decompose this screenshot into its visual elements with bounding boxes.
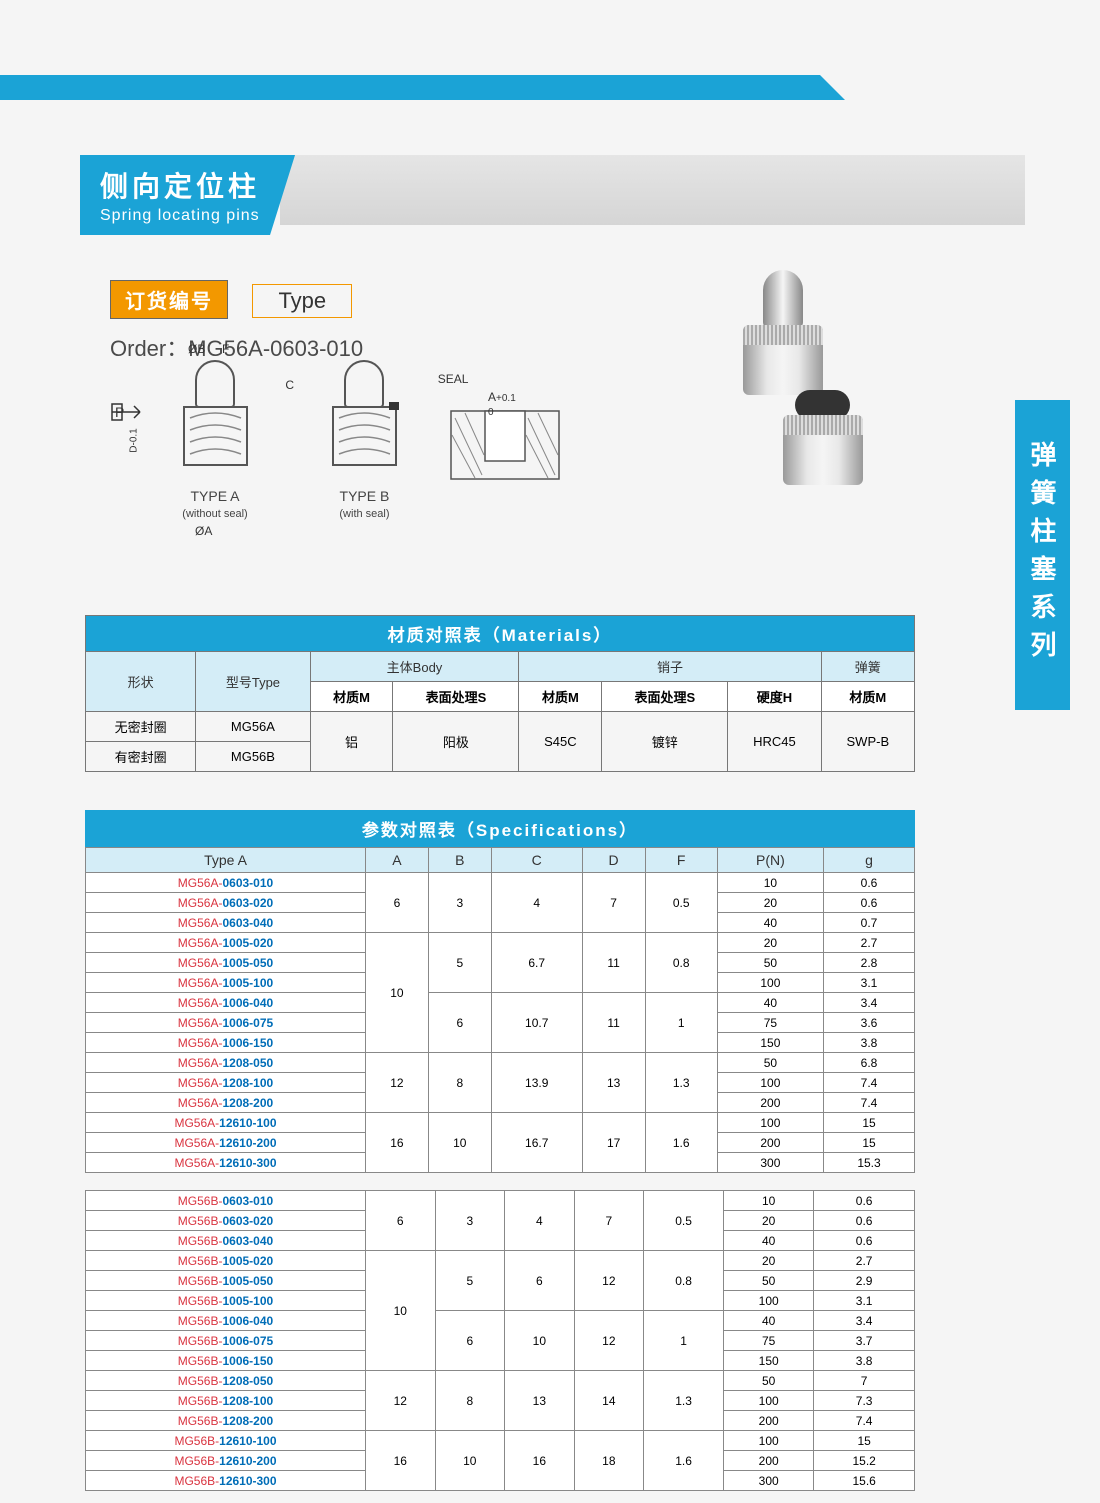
typeb-caption: TYPE B xyxy=(340,488,390,504)
part-number: MG56B-1005-100 xyxy=(86,1291,366,1311)
spec-col: P(N) xyxy=(717,848,823,873)
spec-row: MG56A-1208-05012813.9131.3506.8 xyxy=(86,1053,915,1073)
material-row: 无密封圈 MG56A 铝 阳极 S45C 镀锌 HRC45 SWP-B xyxy=(86,712,915,742)
part-number: MG56A-1006-040 xyxy=(86,993,366,1013)
type-a-header: Type A xyxy=(86,848,366,873)
spec-row: MG56B-1005-0201056120.8202.7 xyxy=(86,1251,915,1271)
specs-section-b: MG56B-0603-01063470.5100.6MG56B-0603-020… xyxy=(85,1190,915,1491)
part-number: MG56A-0603-040 xyxy=(86,913,366,933)
dim-c: C xyxy=(285,378,294,392)
spec-table-b: MG56B-0603-01063470.5100.6MG56B-0603-020… xyxy=(85,1190,915,1491)
spec-col: C xyxy=(491,848,582,873)
typeb-sub: (with seal) xyxy=(339,508,389,520)
part-number: MG56A-12610-200 xyxy=(86,1133,366,1153)
col-body: 主体Body xyxy=(310,652,519,682)
order-line: Order：MG56A-0603-010 xyxy=(110,331,363,363)
spec-table-a: Type AABCDFP(N)gMG56A-0603-01063470.5100… xyxy=(85,847,915,1173)
order-badge: 订货编号 xyxy=(110,280,228,319)
part-number: MG56B-1006-040 xyxy=(86,1311,366,1331)
title-gray-bar xyxy=(280,155,1025,225)
part-number: MG56A-0603-010 xyxy=(86,873,366,893)
col-type: 型号Type xyxy=(196,652,310,712)
part-number: MG56A-12610-300 xyxy=(86,1153,366,1173)
materials-title: 材质对照表（Materials） xyxy=(86,616,915,652)
part-number: MG56A-1005-050 xyxy=(86,953,366,973)
technical-diagram: ØB F C ØA D-0.1 TYPE A (without seal) SE… xyxy=(150,360,530,590)
spec-row: MG56A-1005-0201056.7110.8202.7 xyxy=(86,933,915,953)
dim-d: D-0.1 xyxy=(129,428,140,452)
top-accent-bar xyxy=(0,75,820,100)
part-number: MG56B-1005-020 xyxy=(86,1251,366,1271)
part-number: MG56B-0603-040 xyxy=(86,1231,366,1251)
hole-section: A+0.1 0 xyxy=(450,410,560,485)
part-number: MG56A-1005-020 xyxy=(86,933,366,953)
part-number: MG56B-1208-200 xyxy=(86,1411,366,1431)
dim-b: ØB xyxy=(188,342,205,356)
col-pin: 销子 xyxy=(519,652,821,682)
specs-section: 参数对照表（Specifications） Type AABCDFP(N)gMG… xyxy=(85,810,915,1173)
spec-row: MG56B-0603-01063470.5100.6 xyxy=(86,1191,915,1211)
part-number: MG56A-1208-100 xyxy=(86,1073,366,1093)
seal-label: SEAL xyxy=(438,372,469,386)
materials-table: 材质对照表（Materials） 形状 型号Type 主体Body 销子 弹簧 … xyxy=(85,615,915,772)
spec-row: MG56A-0603-01063470.5100.6 xyxy=(86,873,915,893)
part-number: MG56B-1208-050 xyxy=(86,1371,366,1391)
part-number: MG56B-0603-020 xyxy=(86,1211,366,1231)
specs-title: 参数对照表（Specifications） xyxy=(85,810,915,847)
spec-col: g xyxy=(823,848,914,873)
side-category-tab: 弹簧柱塞系列 xyxy=(1015,400,1070,710)
part-number: MG56B-12610-200 xyxy=(86,1451,366,1471)
spec-row: MG56B-1006-040610121403.4 xyxy=(86,1311,915,1331)
part-number: MG56B-1006-150 xyxy=(86,1351,366,1371)
typea-sub: (without seal) xyxy=(182,508,247,520)
part-number: MG56A-1006-150 xyxy=(86,1033,366,1053)
col-shape: 形状 xyxy=(86,652,196,712)
dim-a: ØA xyxy=(195,524,212,538)
type-label: Type xyxy=(252,284,352,318)
part-number: MG56A-12610-100 xyxy=(86,1113,366,1133)
spec-col: D xyxy=(582,848,645,873)
spec-row: MG56A-1006-040610.7111403.4 xyxy=(86,993,915,1013)
spec-col: F xyxy=(645,848,717,873)
spec-row: MG56A-12610-100161016.7171.610015 xyxy=(86,1113,915,1133)
product-photo xyxy=(710,270,870,550)
part-number: MG56A-0603-020 xyxy=(86,893,366,913)
spec-col: B xyxy=(428,848,491,873)
title-en: Spring locating pins xyxy=(100,207,260,225)
spec-col: A xyxy=(366,848,429,873)
spec-row: MG56B-1208-05012813141.3507 xyxy=(86,1371,915,1391)
part-number: MG56B-1208-100 xyxy=(86,1391,366,1411)
dim-f: F xyxy=(222,342,229,356)
part-number: MG56A-1208-200 xyxy=(86,1093,366,1113)
part-number: MG56B-12610-100 xyxy=(86,1431,366,1451)
part-number: MG56B-1006-075 xyxy=(86,1331,366,1351)
col-spring: 弹簧 xyxy=(821,652,914,682)
page-title: 侧向定位柱 Spring locating pins xyxy=(80,155,295,235)
typea-caption: TYPE A xyxy=(190,488,239,504)
order-section: 订货编号 Type Order：MG56A-0603-010 xyxy=(110,280,363,363)
force-arrow-p: P xyxy=(110,400,155,427)
title-cn: 侧向定位柱 xyxy=(100,165,260,205)
part-number: MG56A-1208-050 xyxy=(86,1053,366,1073)
part-number: MG56B-1005-050 xyxy=(86,1271,366,1291)
spec-row: MG56B-12610-100161016181.610015 xyxy=(86,1431,915,1451)
part-number: MG56A-1005-100 xyxy=(86,973,366,993)
part-number: MG56B-12610-300 xyxy=(86,1471,366,1491)
part-number: MG56A-1006-075 xyxy=(86,1013,366,1033)
part-number: MG56B-0603-010 xyxy=(86,1191,366,1211)
